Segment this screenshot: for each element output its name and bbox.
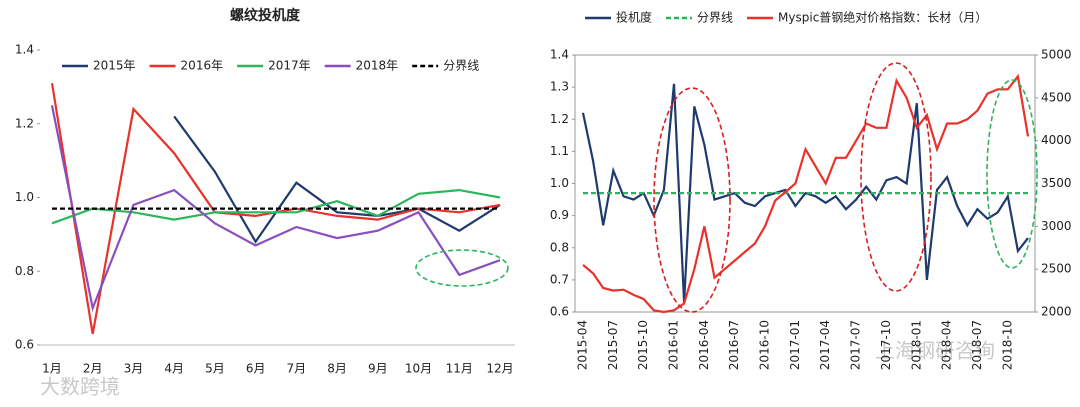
y-tick-label: 0.7 [550,272,569,286]
x-tick-label: 2015-04 [576,320,590,370]
legend-label: 2016年 [181,59,224,73]
x-tick-label: 2016-04 [697,320,711,370]
y2-tick-label: 3000 [1041,219,1072,233]
x-tick-label: 2017-10 [879,320,893,370]
legend-label: Myspic普钢绝对价格指数：长材（月） [778,10,987,25]
x-tick-label: 9月 [368,362,388,376]
y-tick-label: 1.2 [550,112,569,126]
legend-label: 2018年 [356,59,399,73]
x-tick-label: 2017-04 [818,320,832,370]
legend-label: 投机度 [616,10,652,25]
charts: 螺纹投机度 0.6 0.8 1.0 1.2 1.4 1月 2月 3月 4月 5月 6月 7月 8月 9月 10… [15,7,1072,376]
x-tick-label: 4月 [164,362,184,376]
x-tick-label: 2018-07 [970,320,984,370]
series-line [173,115,501,244]
x-tick-label: 2016-10 [758,320,772,370]
annotation-ellipse [986,79,1038,269]
y2-tick-label: 4500 [1041,90,1072,104]
annotation-ellipse [415,249,509,287]
annotation-ellipse [653,87,731,313]
x-tick-label: 2016-01 [667,320,681,370]
legend-label: 分界线 [697,11,733,25]
x-tick-label: 2017-07 [849,320,863,370]
y-tick-label: 1.4 [15,43,34,57]
y-tick-label: 0.8 [15,264,34,278]
legend-label: 2017年 [268,59,311,73]
y-tick-label: 0.9 [550,208,569,222]
series-line [582,73,1030,314]
annotation-ellipse [860,62,932,292]
x-tick-label: 10月 [405,362,432,376]
y-tick-label: 0.6 [550,305,569,319]
x-tick-label: 8月 [327,362,347,376]
y2-tick-label: 4000 [1041,133,1072,147]
series-line [581,83,1029,303]
y2-tick-label: 3500 [1041,176,1072,190]
x-tick-label: 2018-10 [1000,320,1014,370]
y-tick-label: 1.0 [550,176,569,190]
x-tick-label: 1月 [42,362,62,376]
x-tick-label: 2015-07 [606,320,620,370]
y2-tick-label: 5000 [1041,48,1072,62]
x-tick-label: 12月 [486,362,513,376]
y-tick-label: 1.0 [15,190,34,204]
x-tick-label: 5月 [205,362,225,376]
x-tick-label: 2017-01 [788,320,802,370]
x-tick-label: 3月 [124,362,144,376]
y-tick-label: 1.3 [550,80,569,94]
x-tick-label: 11月 [446,362,473,376]
y-tick-label: 1.2 [15,116,34,130]
y-tick-label: 1.4 [550,48,569,62]
y-tick-label: 1.1 [550,144,569,158]
watermark: 上海钢研咨询 [875,339,995,363]
chart-title: 螺纹投机度 [230,7,301,24]
plot-frame [574,54,1036,313]
legend-label: 2015年 [93,59,136,73]
series-line [51,188,501,225]
x-tick-label: 7月 [287,362,307,376]
watermark: 大数跨境 [40,375,120,399]
y2-tick-label: 2500 [1041,262,1072,276]
x-tick-label: 2018-04 [940,320,954,370]
x-tick-label: 6月 [246,362,266,376]
x-tick-label: 2015-10 [636,320,650,370]
y-tick-label: 0.8 [550,240,569,254]
series-line [50,105,501,312]
legend-label: 分界线 [443,59,479,73]
x-tick-label: 2018-01 [909,320,923,370]
y-tick-label: 0.6 [15,338,34,352]
x-tick-label: 2016-07 [727,320,741,370]
y2-tick-label: 2000 [1041,305,1072,319]
x-tick-label: 2月 [83,362,103,376]
